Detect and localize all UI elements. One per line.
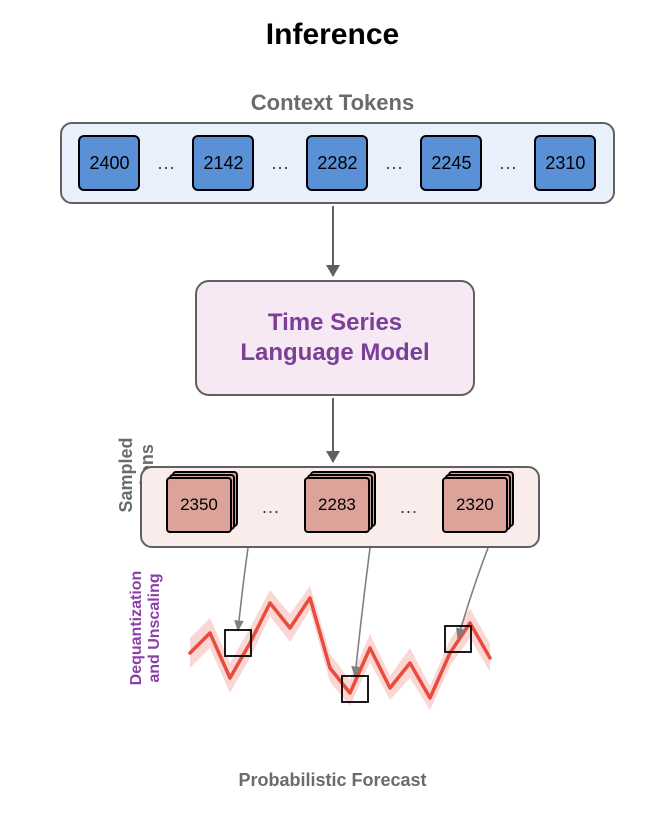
probabilistic-forecast-label: Probabilistic Forecast [0, 770, 665, 791]
sampled-token-stack: 2350 [166, 477, 238, 537]
context-token: 2282 [306, 135, 368, 191]
ellipsis: ... [262, 497, 280, 518]
context-token: 2310 [534, 135, 596, 191]
ellipsis: ... [271, 153, 289, 174]
context-tokens-label: Context Tokens [0, 90, 665, 116]
sampled-token: 2350 [166, 477, 232, 533]
context-tokens-box: 2400 ... 2142 ... 2282 ... 2245 ... 2310 [60, 122, 615, 204]
arrow-down-icon [332, 398, 334, 462]
sampled-token: 2283 [304, 477, 370, 533]
context-token: 2400 [78, 135, 140, 191]
context-token: 2245 [420, 135, 482, 191]
ellipsis: ... [385, 153, 403, 174]
sampled-tokens-box: 2350 ... 2283 ... 2320 [140, 466, 540, 548]
arrow-down-icon [332, 206, 334, 276]
sampled-token-stack: 2283 [304, 477, 376, 537]
sampled-token-stack: 2320 [442, 477, 514, 537]
ellipsis: ... [400, 497, 418, 518]
page-title: Inference [0, 18, 665, 52]
model-box: Time Series Language Model [195, 280, 475, 396]
model-label: Time Series Language Model [240, 308, 429, 368]
ellipsis: ... [499, 153, 517, 174]
context-token: 2142 [192, 135, 254, 191]
forecast-chart [140, 548, 540, 758]
sampled-token: 2320 [442, 477, 508, 533]
ellipsis: ... [157, 153, 175, 174]
